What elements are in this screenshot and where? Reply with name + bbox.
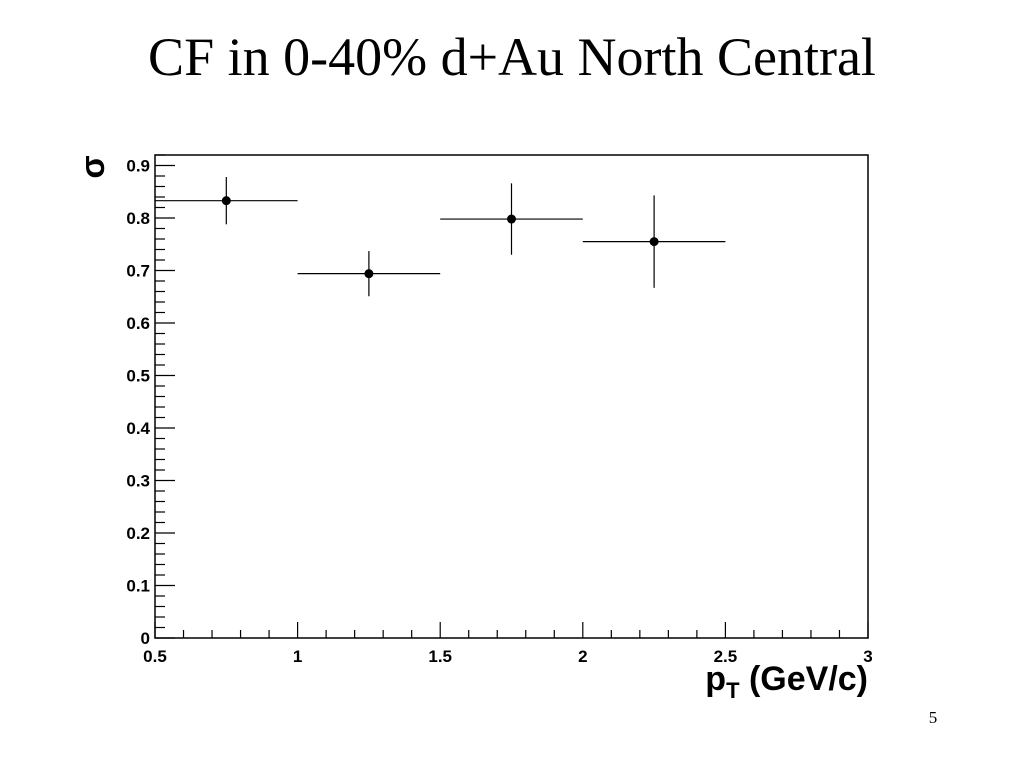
- x-tick-label: 3: [863, 647, 872, 666]
- y-axis-title: σ: [74, 155, 112, 178]
- data-point-marker: [221, 196, 231, 206]
- x-axis-title-subscript: T: [726, 678, 740, 700]
- y-tick-label: 0.4: [126, 419, 150, 438]
- data-point-group: [440, 183, 583, 255]
- y-tick-label: 0.1: [126, 577, 150, 596]
- y-tick-label: 0.6: [126, 314, 150, 333]
- x-axis-ticks: 0.5 1 1.5 2 2.5 3: [143, 622, 873, 666]
- x-tick-label: 2.5: [714, 647, 738, 666]
- x-tick-label: 1.5: [428, 647, 452, 666]
- y-tick-label: 0: [141, 629, 150, 648]
- x-tick-label: 1: [293, 647, 302, 666]
- slide-title: CF in 0-40% d+Au North Central: [148, 27, 876, 87]
- y-axis-ticks: 0 0.1 0.2 0.3 0.4 0.5 0.6 0.7 0.8 0.9: [126, 154, 175, 648]
- x-axis-title-unit: (GeV/c): [740, 660, 868, 698]
- chart: 0.5 1 1.5 2 2.5 3 0 0.1 0.2 0.3 0.4 0.5 0.6 0.7 0.8 0.…: [74, 154, 873, 700]
- y-tick-label: 0.9: [126, 157, 150, 176]
- x-tick-label: 2: [578, 647, 587, 666]
- slide-number: 5: [928, 708, 938, 727]
- y-tick-label: 0.5: [126, 367, 150, 386]
- y-tick-label: 0.8: [126, 209, 150, 228]
- data-point-group: [297, 251, 441, 297]
- data-points: [155, 177, 726, 297]
- y-tick-label: 0.7: [126, 262, 150, 281]
- y-tick-label: 0.2: [126, 524, 150, 543]
- data-point-group: [582, 195, 726, 288]
- data-point-marker: [649, 237, 659, 247]
- x-tick-label: 0.5: [143, 647, 167, 666]
- y-tick-label: 0.3: [126, 472, 150, 491]
- x-axis-title-main: p: [705, 660, 726, 698]
- data-point-group: [155, 177, 298, 225]
- data-point-marker: [364, 269, 374, 279]
- x-axis-title: pT (GeV/c): [705, 660, 868, 700]
- data-point-marker: [507, 214, 516, 224]
